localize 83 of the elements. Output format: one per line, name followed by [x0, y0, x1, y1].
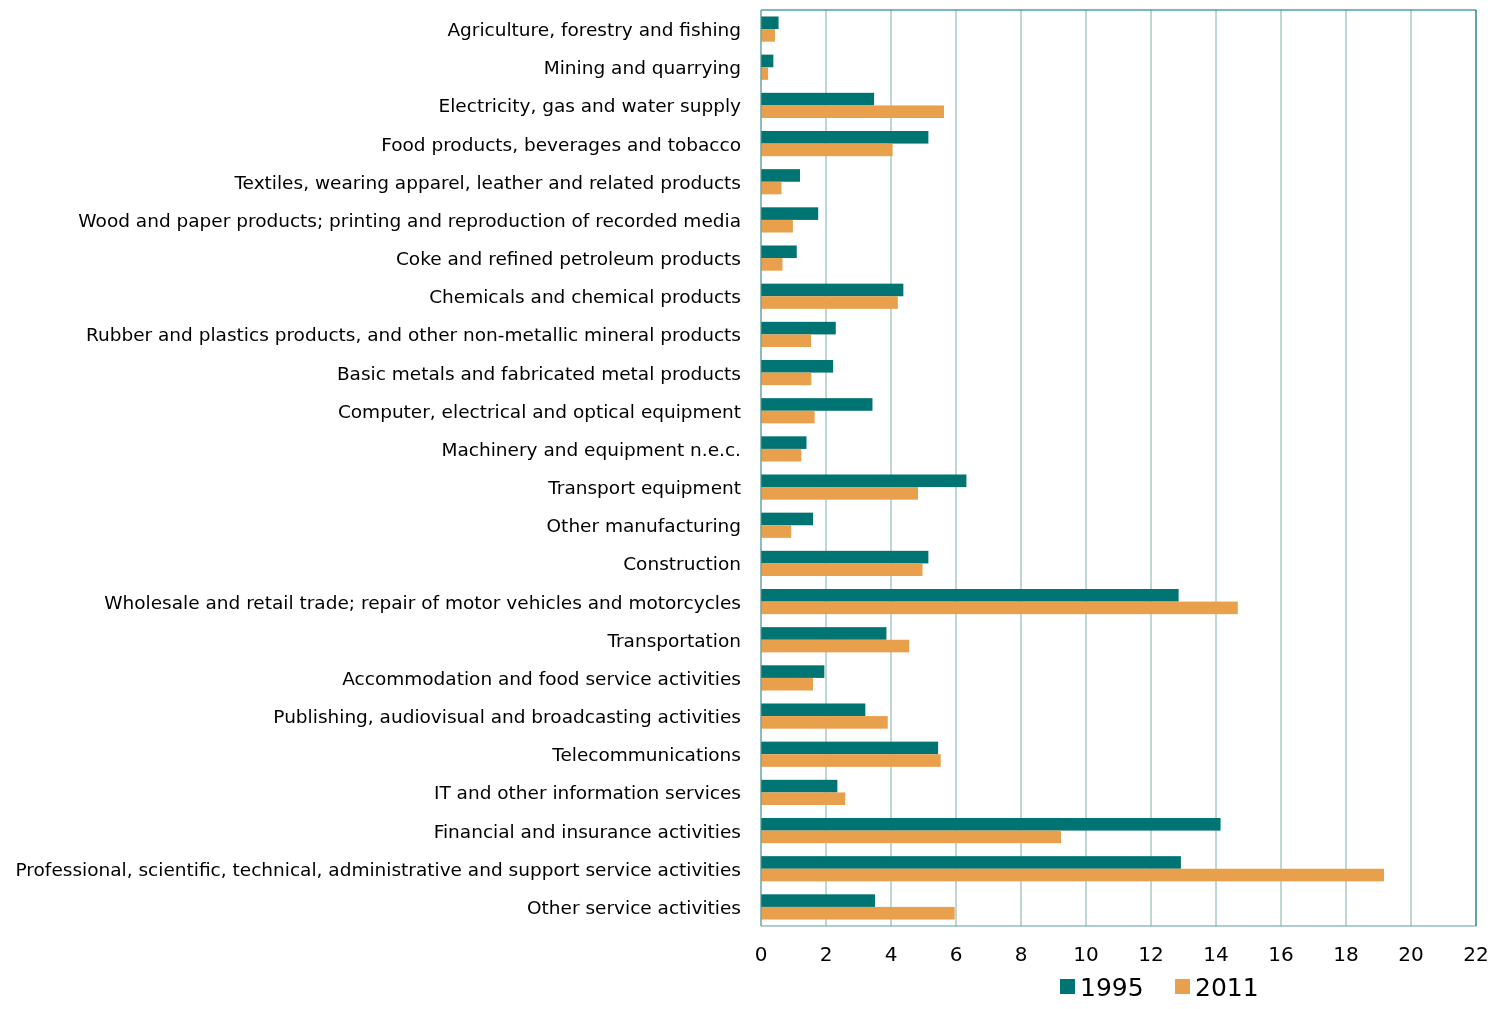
x-tick-label: 0 — [754, 942, 768, 966]
legend-label: 2011 — [1195, 973, 1259, 1002]
bar — [761, 817, 1221, 831]
bar — [761, 741, 939, 755]
bar — [761, 856, 1181, 869]
x-tick-label: 2 — [819, 942, 833, 966]
bar — [761, 474, 967, 488]
y-tick-label: Wholesale and retail trade; repair of motor vehicles and motorcycles — [104, 591, 741, 613]
x-tick-label: 4 — [884, 942, 898, 966]
bar — [761, 258, 783, 271]
y-tick-label: Accommodation and food service activities — [342, 667, 741, 689]
y-tick-label: Food products, beverages and tobacco — [381, 133, 741, 155]
bar — [761, 627, 887, 640]
bar — [761, 754, 941, 767]
bar — [761, 436, 807, 449]
y-tick-label: IT and other information services — [433, 782, 741, 804]
y-tick-label: Electricity, gas and water supply — [438, 95, 742, 117]
bar — [761, 601, 1238, 615]
bar — [761, 296, 898, 309]
bar — [761, 105, 944, 119]
y-tick-label: Mining and quarrying — [543, 57, 741, 79]
bar — [761, 487, 918, 500]
y-tick-label: Telecommunications — [551, 744, 741, 766]
y-tick-label: Construction — [623, 553, 741, 575]
x-tick-label: 14 — [1203, 942, 1229, 966]
y-tick-label: Computer, electrical and optical equipment — [337, 400, 741, 422]
y-tick-label: Financial and insurance activities — [433, 820, 741, 842]
bar — [761, 677, 813, 691]
x-tick-label: 12 — [1138, 942, 1164, 966]
bar — [761, 448, 802, 462]
bar — [761, 550, 929, 564]
bar — [761, 92, 875, 106]
bar — [761, 207, 819, 220]
bar — [761, 563, 923, 577]
x-tick-label: 6 — [949, 942, 963, 966]
bar — [761, 830, 1061, 844]
y-tick-label: Transport equipment — [547, 477, 741, 499]
bar — [761, 894, 876, 907]
bar — [761, 130, 929, 144]
bar — [761, 665, 825, 678]
y-tick-label: Publishing, audiovisual and broadcasting activities — [273, 706, 741, 728]
y-tick-label: Agriculture, forestry and fishing — [447, 19, 741, 41]
bar — [761, 410, 815, 424]
bar — [761, 703, 866, 717]
bar — [761, 512, 813, 526]
y-tick-label: Other manufacturing — [546, 515, 741, 537]
y-tick-label: Rubber and plastics products, and other non-metallic mineral products — [85, 324, 741, 346]
y-tick-label: Wood and paper products; printing and reproduction of recorded media — [78, 209, 741, 231]
x-tick-label: 20 — [1398, 942, 1424, 966]
x-tick-label: 10 — [1073, 942, 1099, 966]
y-tick-label: Other service activities — [527, 896, 741, 918]
bar — [761, 792, 846, 806]
bar — [761, 321, 836, 335]
bar — [761, 29, 775, 42]
y-tick-label: Professional, scientific, technical, administrative and support service activities — [15, 858, 741, 880]
bar — [761, 359, 834, 373]
bar — [761, 779, 838, 793]
y-tick-label: Transportation — [606, 629, 741, 651]
bar — [761, 588, 1179, 602]
bar — [761, 143, 893, 157]
y-tick-label: Basic metals and fabricated metal products — [336, 362, 741, 384]
y-tick-label: Machinery and equipment n.e.c. — [441, 438, 741, 460]
bar — [761, 169, 800, 182]
bar — [761, 868, 1385, 882]
bar — [761, 525, 792, 538]
bar — [761, 245, 797, 259]
x-tick-label: 8 — [1014, 942, 1028, 966]
bar — [761, 716, 888, 729]
bar — [761, 398, 873, 411]
x-tick-label: 18 — [1333, 942, 1359, 966]
bar — [761, 334, 812, 348]
legend-label: 1995 — [1080, 973, 1144, 1002]
bar — [761, 16, 779, 30]
y-tick-label: Textiles, wearing apparel, leather and related products — [233, 171, 741, 193]
bar — [761, 283, 904, 297]
x-tick-label: 22 — [1463, 942, 1489, 966]
bar — [761, 639, 910, 653]
x-tick-label: 16 — [1268, 942, 1294, 966]
bar — [761, 906, 955, 920]
bar — [761, 219, 793, 233]
y-tick-label: Coke and refined petroleum products — [395, 248, 741, 270]
bar — [761, 372, 812, 386]
y-tick-label: Chemicals and chemical products — [429, 286, 741, 308]
